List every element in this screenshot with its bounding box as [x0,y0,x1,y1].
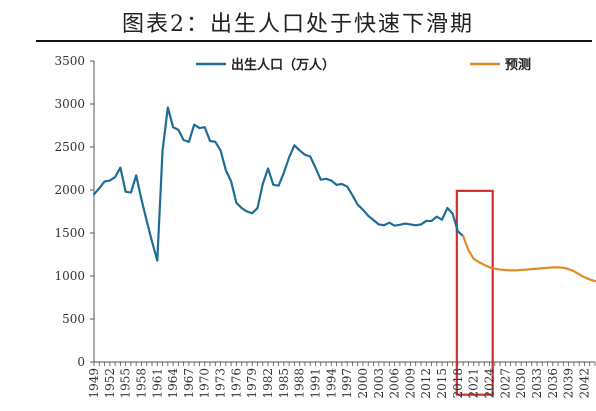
x-tick-label: 2000 [356,368,370,399]
y-tick-label: 1500 [54,226,85,240]
x-tick-label: 2033 [530,368,544,399]
x-tick-label: 2018 [451,368,465,399]
axes-layer: 0 500 1000 1500 2000 2500 3000 3500 1949 1952 1955… [54,54,596,399]
x-tick-label: 1949 [87,368,101,399]
x-tick-label: 2021 [467,368,481,399]
x-tick-label: 1997 [340,368,354,399]
x-tick-label: 2042 [577,368,591,399]
series-layer [92,106,596,283]
x-tick-label: 1979 [245,368,259,399]
x-tick-label: 2030 [514,368,528,399]
x-tick-label: 1994 [324,368,338,399]
highlight-box [455,189,494,396]
y-tick-label: 3000 [54,97,85,111]
x-tick-label: 1967 [182,368,196,399]
x-tick-label: 1991 [308,368,322,399]
x-tick-label: 1988 [293,368,307,399]
x-tick-label: 2009 [403,368,417,399]
legend-label: 出生人口（万人） [231,57,335,73]
x-tick-label: 1961 [150,368,164,399]
x-tick-label: 1970 [198,368,212,399]
x-tick-label: 2024 [483,368,497,399]
y-tick-label: 1000 [54,269,85,283]
title-underline [36,40,592,42]
x-tick-label: 1958 [134,368,148,399]
y-tick-label: 3500 [54,54,85,68]
legend-label: 预测 [505,57,531,73]
x-tick-label: 1976 [229,368,243,399]
x-tick-label: 1955 [119,368,133,399]
y-tick-label: 0 [77,355,85,369]
x-tick-label: 1964 [166,368,180,399]
legend: 出生人口（万人） 预测 [196,57,531,73]
y-tick-label: 500 [62,312,85,326]
x-tick-label: 2012 [419,368,433,399]
series-line-forecast [462,234,596,283]
x-tick-label: 2015 [435,368,449,399]
annotations-layer [455,189,494,396]
x-tick-label: 2003 [372,368,386,399]
y-tick-label: 2500 [54,140,85,154]
x-tick-label: 1952 [103,368,117,399]
x-tick-label: 2006 [388,368,402,399]
series-line-births [92,106,465,262]
x-tick-label: 1973 [214,368,228,399]
x-tick-label: 1985 [277,368,291,399]
chart-title: 图表2：出生人口处于快速下滑期 [122,12,474,37]
x-tick-label: 2039 [562,368,576,399]
y-tick-label: 2000 [54,183,85,197]
x-tick-label: 1982 [261,368,275,399]
x-tick-label: 2036 [546,368,560,399]
x-tick-label: 2027 [498,368,512,399]
